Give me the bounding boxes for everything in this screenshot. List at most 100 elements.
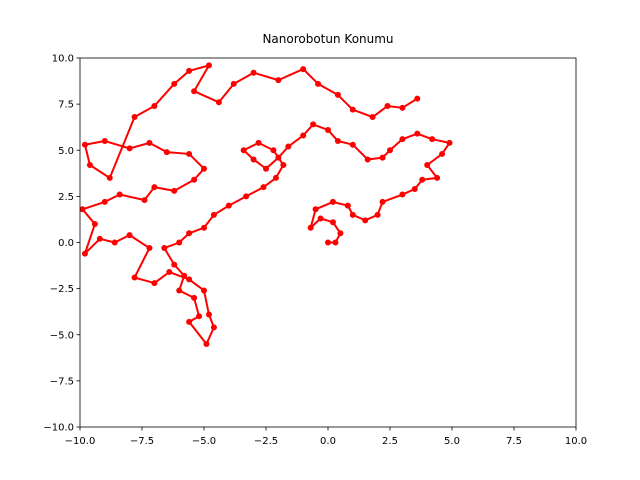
x-tick-label: −5.0 bbox=[192, 436, 216, 447]
marker bbox=[260, 184, 267, 191]
marker bbox=[312, 206, 319, 213]
marker bbox=[250, 156, 257, 163]
y-tick-label: 7.5 bbox=[58, 100, 74, 111]
marker bbox=[111, 239, 118, 246]
marker bbox=[230, 80, 237, 87]
x-tick-label: −2.5 bbox=[254, 436, 278, 447]
marker bbox=[201, 287, 207, 294]
marker bbox=[191, 176, 198, 183]
marker bbox=[186, 276, 193, 283]
marker bbox=[424, 162, 431, 169]
marker bbox=[275, 77, 282, 84]
marker bbox=[186, 67, 193, 74]
marker bbox=[166, 269, 173, 276]
marker bbox=[81, 250, 88, 257]
marker bbox=[329, 198, 336, 205]
marker bbox=[151, 280, 158, 287]
marker bbox=[429, 136, 436, 143]
marker bbox=[332, 239, 339, 246]
marker bbox=[203, 340, 210, 347]
marker bbox=[176, 239, 183, 246]
marker bbox=[263, 165, 269, 172]
marker bbox=[414, 130, 421, 137]
x-tick-label: 10.0 bbox=[565, 436, 587, 447]
x-tick-label: −10.0 bbox=[65, 436, 96, 447]
marker bbox=[141, 197, 148, 204]
marker bbox=[161, 245, 168, 252]
y-tick-label: −2.5 bbox=[50, 284, 74, 295]
plot-area bbox=[80, 62, 453, 347]
marker bbox=[176, 287, 183, 294]
marker bbox=[201, 165, 207, 172]
y-tick-label: 10.0 bbox=[52, 54, 74, 65]
marker bbox=[151, 184, 158, 191]
marker bbox=[163, 149, 170, 156]
marker bbox=[399, 104, 406, 111]
marker bbox=[411, 185, 418, 192]
marker bbox=[250, 69, 257, 76]
marker bbox=[181, 272, 188, 279]
marker bbox=[240, 147, 247, 154]
marker bbox=[280, 162, 287, 169]
marker bbox=[186, 150, 193, 157]
marker bbox=[387, 147, 393, 154]
marker bbox=[171, 187, 178, 194]
marker bbox=[146, 139, 153, 146]
marker bbox=[243, 193, 250, 200]
y-tick-label: 0.0 bbox=[58, 238, 74, 249]
marker bbox=[285, 143, 292, 150]
marker bbox=[210, 211, 217, 218]
marker bbox=[272, 174, 279, 181]
marker bbox=[317, 215, 324, 222]
marker bbox=[349, 141, 356, 148]
marker bbox=[116, 191, 123, 198]
marker bbox=[186, 318, 193, 325]
marker bbox=[205, 62, 212, 69]
marker bbox=[362, 217, 369, 224]
marker bbox=[255, 139, 262, 146]
marker bbox=[86, 162, 93, 169]
marker bbox=[379, 154, 386, 161]
marker bbox=[310, 121, 317, 128]
y-tick-label: 5.0 bbox=[58, 146, 74, 157]
marker bbox=[399, 136, 406, 143]
marker bbox=[171, 80, 178, 87]
marker bbox=[80, 206, 86, 213]
marker bbox=[171, 261, 178, 268]
marker bbox=[334, 91, 341, 98]
marker bbox=[364, 156, 371, 163]
marker bbox=[270, 147, 277, 154]
marker bbox=[325, 126, 331, 133]
marker bbox=[349, 106, 356, 113]
x-tick-label: 7.5 bbox=[506, 436, 522, 447]
marker bbox=[196, 313, 203, 320]
marker bbox=[275, 154, 282, 161]
marker bbox=[300, 132, 307, 139]
marker bbox=[81, 141, 88, 148]
marker bbox=[191, 294, 198, 301]
x-tick-label: 5.0 bbox=[444, 436, 460, 447]
marker bbox=[399, 191, 406, 198]
marker bbox=[419, 176, 426, 183]
marker bbox=[215, 99, 222, 106]
marker bbox=[374, 211, 381, 218]
chart-title: Nanorobotun Konumu bbox=[262, 32, 393, 46]
marker bbox=[186, 230, 193, 237]
marker bbox=[225, 202, 232, 209]
marker bbox=[146, 245, 153, 252]
marker bbox=[369, 114, 376, 121]
marker bbox=[126, 145, 133, 152]
marker bbox=[101, 138, 108, 145]
y-tick-label: 2.5 bbox=[58, 192, 74, 203]
marker bbox=[191, 88, 198, 95]
marker bbox=[131, 114, 138, 121]
x-tick-label: 2.5 bbox=[382, 436, 398, 447]
marker bbox=[384, 102, 391, 109]
marker bbox=[434, 174, 441, 181]
y-tick-label: −7.5 bbox=[50, 376, 74, 387]
marker bbox=[344, 202, 351, 209]
marker bbox=[210, 324, 217, 331]
marker bbox=[349, 211, 356, 218]
marker bbox=[329, 219, 336, 226]
